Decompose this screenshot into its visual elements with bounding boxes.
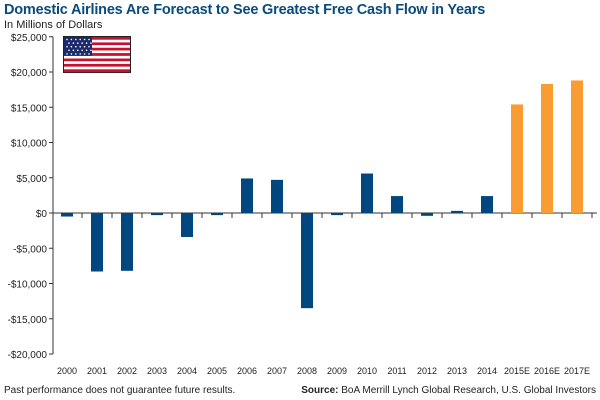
x-tick-label: 2009 [327,366,347,376]
x-tick-label: 2013 [447,366,467,376]
x-tick-label: 2005 [207,366,227,376]
x-tick-label: 2001 [87,366,107,376]
x-tick-label: 2010 [357,366,377,376]
bar-2000 [61,213,73,217]
x-tick-label: 2002 [117,366,137,376]
bar-2005 [211,213,223,216]
chart-title: Domestic Airlines Are Forecast to See Gr… [4,2,486,18]
bar-2013 [451,210,463,213]
x-tick-label: 2014 [477,366,497,376]
source-label: Source: [301,385,339,396]
source-text: BoA Merrill Lynch Global Research, U.S. … [341,385,596,396]
y-tick-label: -$20,000 [8,350,48,361]
y-tick-label: -$15,000 [8,315,48,326]
bar-2004 [181,213,193,237]
bar-2003 [151,213,163,216]
bar-2015E [511,104,523,213]
x-tick-label: 2000 [57,366,77,376]
y-tick-label: $10,000 [11,139,48,150]
bar-2009 [331,213,343,216]
us-flag-icon [63,36,131,73]
y-tick-label: -$5,000 [13,244,47,255]
x-tick-label: 2012 [417,366,437,376]
bar-2007 [271,179,283,213]
y-tick-label: $0 [36,209,48,220]
x-tick-label: 2008 [297,366,317,376]
y-tick-label: -$10,000 [8,280,48,291]
bar-2017E [571,80,583,214]
x-tick-label: 2016E [534,366,560,376]
bar-2002 [121,213,133,271]
bar-2008 [301,213,313,309]
bar-2011 [391,196,403,213]
x-tick-label: 2003 [147,366,167,376]
bar-2006 [241,178,253,213]
bar-2014 [481,196,493,213]
x-tick-label: 2011 [387,366,406,376]
bar-2016E [541,83,553,213]
x-tick-label: 2004 [177,366,197,376]
x-tick-label: 2015E [504,366,530,376]
y-tick-label: $15,000 [11,103,48,114]
y-tick-label: $25,000 [11,33,48,44]
y-tick-label: $20,000 [11,68,48,79]
source-note: Source: BoA Merrill Lynch Global Researc… [301,385,596,396]
x-tick-label: 2017E [564,366,590,376]
disclaimer: Past performance does not guarantee futu… [4,385,236,396]
bar-2012 [421,213,433,216]
x-tick-label: 2007 [267,366,287,376]
bar-2010 [361,173,373,213]
chart-subtitle: In Millions of Dollars [4,19,103,31]
bar-2001 [91,213,103,272]
y-tick-label: $5,000 [16,174,47,185]
x-tick-label: 2006 [237,366,257,376]
